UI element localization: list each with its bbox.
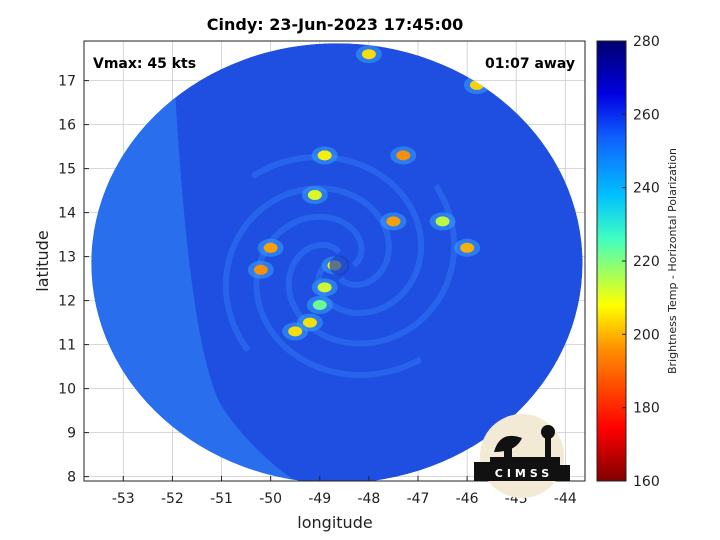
convective-cell	[317, 282, 332, 293]
dish-icon	[494, 435, 522, 452]
x-tick-label: -50	[259, 491, 282, 507]
y-tick-label: 8	[67, 470, 76, 486]
y-tick-label: 9	[67, 426, 76, 442]
y-tick-label: 15	[58, 162, 76, 178]
x-tick-label: -53	[112, 491, 135, 507]
plot-frame	[83, 40, 586, 482]
x-tick-label: -51	[210, 491, 233, 507]
colorbar	[596, 40, 627, 482]
colorbar-tick-label: 260	[633, 107, 660, 123]
time-away-annotation: 01:07 away	[485, 56, 575, 72]
x-tick-label: -52	[161, 491, 184, 507]
colorbar-tick-label: 160	[633, 474, 660, 490]
x-tick-label: -49	[308, 491, 331, 507]
logo-text: CIMSS	[495, 467, 553, 480]
x-tick-label: -48	[357, 491, 380, 507]
y-tick-label: 14	[58, 206, 76, 222]
y-tick-label: 13	[58, 250, 76, 266]
y-tick-label: 17	[58, 74, 76, 90]
convective-cell	[317, 150, 332, 161]
colorbar-tick-label: 240	[633, 181, 660, 197]
y-axis-label: latitude	[33, 230, 52, 291]
colorbar-tick-label: 180	[633, 401, 660, 417]
storm-eye	[329, 255, 350, 276]
cimss-logo: CIMSS	[474, 414, 570, 498]
colorbar-tick-label: 200	[633, 327, 660, 343]
swath-group	[91, 43, 583, 481]
x-axis-ticks: -53 -52 -51 -50 -49 -48 -47 -46 -45 -44	[112, 476, 577, 507]
y-tick-label: 10	[58, 382, 76, 398]
x-axis-label: longitude	[297, 513, 372, 532]
colorbar-tick-label: 280	[633, 34, 660, 50]
convective-cell	[307, 190, 322, 200]
convective-cell	[435, 216, 450, 227]
y-tick-label: 11	[58, 338, 76, 354]
west-band	[91, 43, 296, 481]
tower-icon	[541, 425, 555, 439]
convective-cell	[312, 300, 327, 310]
y-tick-label: 16	[58, 118, 76, 134]
x-tick-label: -46	[456, 491, 479, 507]
vmax-annotation: Vmax: 45 kts	[93, 56, 196, 72]
spiral-band	[222, 185, 392, 353]
x-tick-label: -47	[407, 491, 430, 507]
convective-cell	[253, 264, 268, 275]
spiral-band	[253, 213, 423, 379]
y-tick-label: 12	[58, 294, 76, 310]
convective-cell	[302, 317, 317, 328]
colorbar-ticks: 160 180 200 220 240 260 280	[622, 34, 660, 490]
convective-cell	[288, 326, 303, 337]
colorbar-tick-label: 220	[633, 254, 660, 270]
convective-cell	[263, 242, 278, 253]
x-tick-label: -44	[554, 491, 577, 507]
convective-cell	[361, 49, 376, 60]
convective-cell	[386, 216, 401, 227]
y-axis-ticks: 8 9 10 11 12 13 14 15 16 17	[58, 74, 89, 486]
chart-title: Cindy: 23-Jun-2023 17:45:00	[207, 15, 463, 34]
convective-cell	[396, 150, 411, 161]
convective-cell	[460, 242, 475, 253]
colorbar-label: Brightness Temp - Horizontal Polarizatio…	[666, 148, 679, 374]
